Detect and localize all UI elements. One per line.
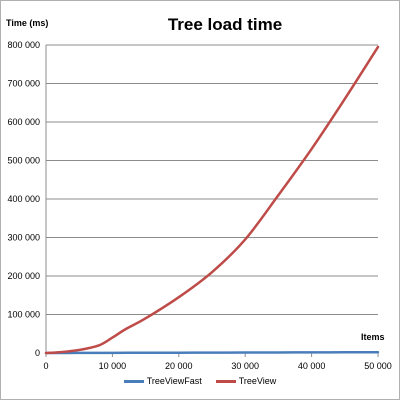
y-axis-label: Time (ms) bbox=[6, 18, 49, 28]
x-tick-label: 40 000 bbox=[298, 361, 326, 371]
y-tick-label: 700 000 bbox=[7, 79, 40, 89]
x-axis-label: Items bbox=[361, 332, 385, 342]
legend-item: TreeView bbox=[215, 376, 277, 386]
legend-item: TreeViewFast bbox=[123, 376, 202, 386]
legend-swatch bbox=[123, 379, 144, 383]
y-tick-label: 100 000 bbox=[7, 310, 40, 320]
y-tick-label: 400 000 bbox=[7, 194, 40, 204]
y-tick-label: 0 bbox=[35, 348, 40, 358]
legend: TreeViewFast TreeView bbox=[0, 376, 400, 386]
chart-title: Tree load time bbox=[167, 15, 283, 34]
x-tick-label: 30 000 bbox=[231, 361, 259, 371]
x-tick-labels: 0 10 000 20 000 30 000 40 000 50 000 bbox=[43, 361, 391, 371]
x-tick-label: 50 000 bbox=[364, 361, 392, 371]
y-tick-label: 800 000 bbox=[7, 40, 40, 50]
axes bbox=[45, 45, 379, 357]
series-line bbox=[44, 350, 380, 355]
legend-label: TreeViewFast bbox=[146, 376, 202, 386]
y-tick-labels: 0 100 000 200 000 300 000 400 000 500 000 600 … bbox=[7, 40, 40, 358]
series-line bbox=[44, 45, 380, 355]
x-tick-label: 0 bbox=[43, 361, 48, 371]
x-tick-label: 10 000 bbox=[99, 361, 127, 371]
y-tick-label: 200 000 bbox=[7, 271, 40, 281]
series-lines bbox=[44, 45, 380, 355]
grid-lines bbox=[46, 44, 378, 315]
x-tick-label: 20 000 bbox=[165, 361, 193, 371]
y-tick-label: 300 000 bbox=[7, 233, 40, 243]
legend-label: TreeView bbox=[238, 376, 277, 386]
legend-swatch bbox=[215, 379, 236, 383]
y-tick-label: 500 000 bbox=[7, 156, 40, 166]
y-tick-label: 600 000 bbox=[7, 117, 40, 127]
